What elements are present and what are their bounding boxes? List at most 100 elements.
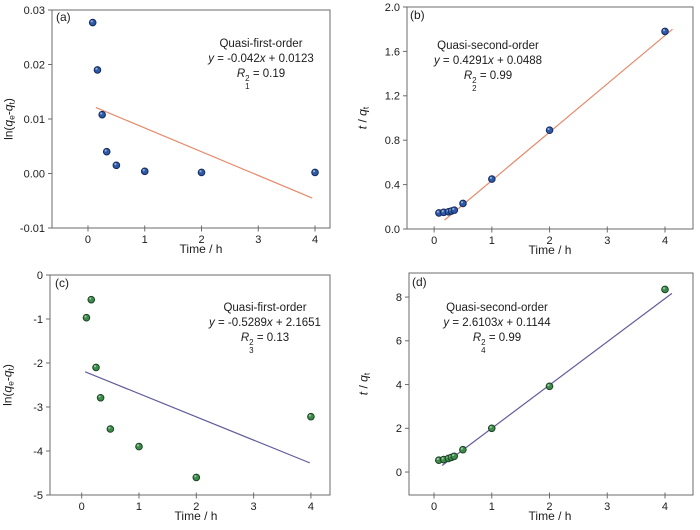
model-name: Quasi-second-order [437,40,539,52]
data-point-highlight [90,20,93,23]
panel-a-plot: -0.01 0.00 0.01 0.02 0.03 0 1 2 3 4 [20,5,331,246]
y-tick-label: -2 [33,358,43,370]
panel-b: 0.0 0.4 0.8 1.2 1.6 2.0 0 1 2 3 4 (b) t / qt Time … [350,0,700,265]
panel-b-annotation: Quasi-second-order y = 0.4291x + 0.0488 … [434,39,542,92]
x-tick-label: 0 [431,501,437,513]
y-tick-label: 0.03 [24,5,45,17]
model-name: Quasi-first-order [219,38,303,50]
data-point-highlight [662,287,666,290]
panel-d-letter: (d) [412,275,427,289]
data-point [545,382,554,391]
x-tick-label: 1 [142,234,148,246]
y-tick-label: 0.4 [385,179,400,191]
y-tick-label: 0.8 [385,135,400,147]
data-point [93,66,102,74]
plot-frame [408,272,694,496]
panel-c-plot: -5-4-3-2-100 1 2 3 4 [33,270,331,513]
y-tick-label: -0.01 [20,223,45,235]
model-name: Quasi-first-order [223,302,307,314]
y-tick-label: 2 [396,423,402,435]
panel-c-y-axis-label: ln(qe-qt) [0,364,16,406]
panel-d-annotation: Quasi-second-order y = 2.6103x + 0.1144 … [443,301,550,354]
panel-d-y-axis-label: t / qt [356,372,372,396]
data-point [450,452,459,461]
data-point [96,393,105,402]
x-tick-label: 4 [662,501,668,513]
x-tick-label: 3 [604,235,610,247]
y-tick-label: 0 [37,270,43,282]
fit-equation: y = 0.4291x + 0.0488 [433,55,543,67]
fit-line [95,107,313,199]
data-point [140,167,149,176]
x-tick-label: 4 [662,235,668,247]
data-point-highlight [547,127,550,131]
data-point-highlight [194,475,197,478]
data-point-highlight [436,457,439,461]
data-point [87,295,96,304]
y-tick-label: -4 [33,446,43,458]
data-point-highlight [460,447,463,450]
data-point [311,168,319,177]
panel-a-x-axis-label: Time / h [179,242,223,256]
x-tick-label: 1 [489,501,495,513]
data-point-highlight [547,383,550,387]
data-point [487,424,496,433]
data-point-highlight [489,425,492,429]
panel-b-plot: 0.0 0.4 0.8 1.2 1.6 2.0 0 1 2 3 4 [385,2,694,247]
data-point-highlight [452,207,455,211]
y-tick-label: 0.00 [24,168,45,180]
x-tick-label: 2 [546,501,552,513]
data-point-highlight [95,67,98,70]
panel-b-letter: (b) [410,8,425,22]
data-point-highlight [136,444,140,447]
x-tick-label: 3 [255,234,261,246]
y-tick-label: -5 [33,490,43,502]
data-point-highlight [312,170,316,173]
data-point [459,199,467,208]
plot-frame [49,274,331,496]
data-point [102,147,111,156]
x-tick-label: 4 [308,501,314,513]
data-point [545,126,554,135]
data-point [459,445,467,454]
data-point [661,285,669,294]
panel-a: -0.01 0.00 0.01 0.02 0.03 0 1 2 3 4 (a) ln(qe-qt)… [0,0,350,265]
panel-a-annotation: Quasi-first-order y = -0.042x + 0.0123 R… [208,37,314,90]
fit-equation: y = 2.6103x + 0.1144 [443,317,551,329]
panel-a-y-axis-label: ln(qe-qt) [1,98,17,140]
model-name: Quasi-second-order [446,302,548,314]
data-point-highlight [662,29,666,32]
panel-c-letter: (c) [55,276,69,290]
y-tick-label: 0.0 [385,224,400,236]
data-point-highlight [489,176,492,179]
data-point-highlight [84,315,87,318]
data-point-highlight [98,395,101,398]
x-tick-label: 3 [604,501,610,513]
x-tick-label: 3 [251,501,257,513]
data-point-highlight [108,426,111,429]
data-point-highlight [199,170,202,173]
data-point [192,473,201,482]
y-tick-label: 1.6 [385,46,400,58]
y-tick-label: 6 [396,336,402,348]
fit-line [84,371,310,464]
y-tick-label: 2.0 [385,2,400,14]
fit-equation: y = -0.042x + 0.0123 [208,53,314,65]
data-point-highlight [100,112,103,115]
data-point [197,168,206,177]
x-tick-label: 0 [79,501,85,513]
data-point-highlight [441,457,444,460]
data-point-highlight [104,149,107,152]
panel-c-annotation: Quasi-first-order y = -0.5289x + 2.1651 … [209,301,321,354]
x-tick-label: 2 [193,501,199,513]
data-point-highlight [436,210,440,213]
fit-equation: y = -0.5289x + 2.1651 [209,317,321,329]
data-point-highlight [114,163,117,166]
